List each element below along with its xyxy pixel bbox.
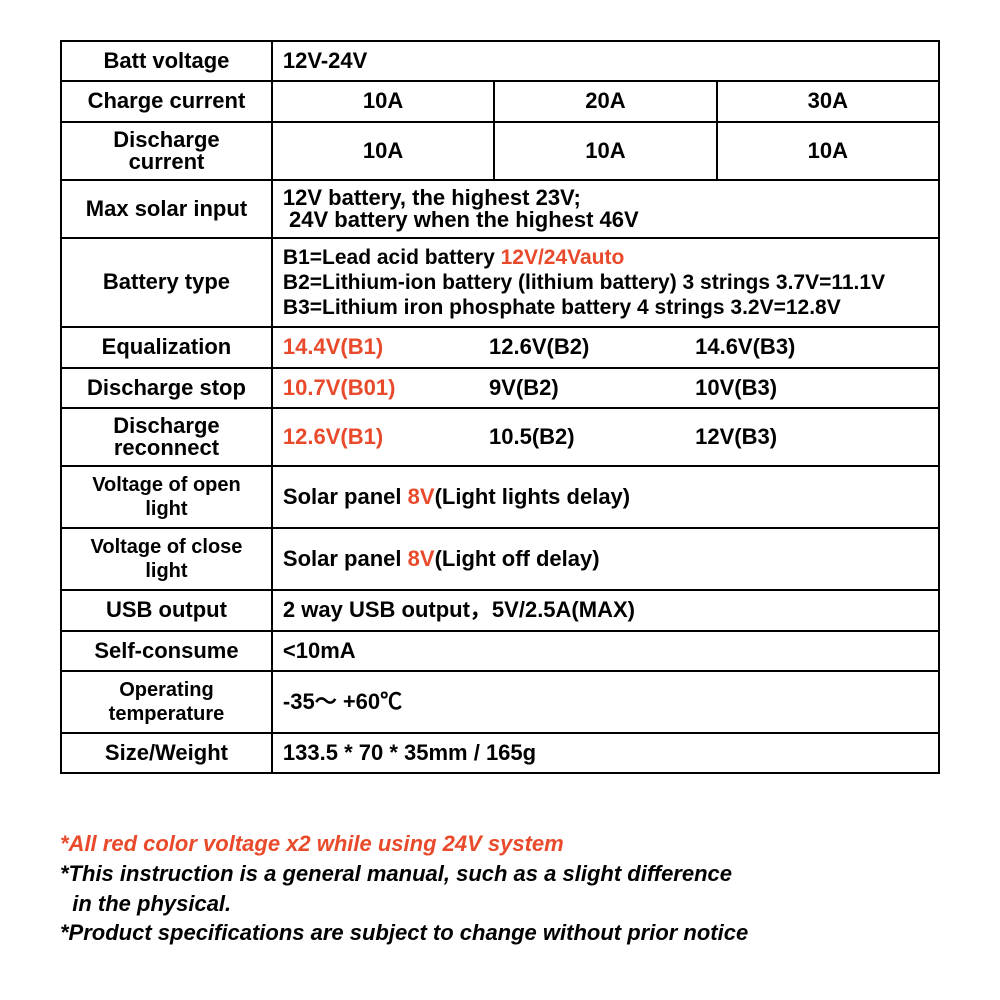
label-battery-type: Battery type: [61, 238, 272, 328]
value-self-consume: <10mA: [272, 631, 939, 671]
row-op-temp: Operating temperature -35～ +60℃: [61, 671, 939, 733]
text: Solar panel: [283, 484, 408, 509]
text-red: 8V: [408, 484, 435, 509]
label-self-consume: Self-consume: [61, 631, 272, 671]
v2: 12.6V(B2): [489, 334, 689, 360]
spec-table: Batt voltage 12V-24V Charge current 10A …: [60, 40, 940, 774]
text: 24V battery when the highest 46V: [289, 207, 639, 232]
row-discharge-reconnect: Discharge reconnect 12.6V(B1) 10.5(B2) 1…: [61, 408, 939, 466]
value-size: 133.5 * 70 * 35mm / 165g: [272, 733, 939, 773]
row-equalization: Equalization 14.4V(B1) 12.6V(B2) 14.6V(B…: [61, 327, 939, 367]
label-equalization: Equalization: [61, 327, 272, 367]
charge-current-3: 30A: [717, 81, 939, 121]
label-discharge-current: Discharge current: [61, 122, 272, 180]
row-self-consume: Self-consume <10mA: [61, 631, 939, 671]
note-3: *Product specifications are subject to c…: [60, 918, 940, 948]
row-battery-type: Battery type B1=Lead acid battery 12V/24…: [61, 238, 939, 328]
label-charge-current: Charge current: [61, 81, 272, 121]
text: (Light lights delay): [435, 484, 631, 509]
value-discharge-stop: 10.7V(B01) 9V(B2) 10V(B3): [272, 368, 939, 408]
text: current: [129, 149, 205, 174]
value-discharge-reconnect: 12.6V(B1) 10.5(B2) 12V(B3): [272, 408, 939, 466]
value-usb: 2 way USB output，5V/2.5A(MAX): [272, 590, 939, 630]
v1: 14.4V(B1): [283, 334, 483, 360]
discharge-current-3: 10A: [717, 122, 939, 180]
footnotes: *All red color voltage x2 while using 24…: [60, 829, 940, 948]
label-open-light: Voltage of open light: [61, 466, 272, 528]
text: (Light off delay): [435, 546, 600, 571]
text-red: 8V: [408, 546, 435, 571]
text: B1=Lead acid battery: [283, 246, 501, 269]
label-size: Size/Weight: [61, 733, 272, 773]
value-open-light: Solar panel 8V(Light lights delay): [272, 466, 939, 528]
value-max-solar: 12V battery, the highest 23V; 24V batter…: [272, 180, 939, 238]
v3: 10V(B3): [695, 375, 895, 401]
text: reconnect: [114, 435, 219, 460]
row-discharge-current: Discharge current 10A 10A 10A: [61, 122, 939, 180]
note-2b: in the physical.: [60, 889, 940, 919]
row-charge-current: Charge current 10A 20A 30A: [61, 81, 939, 121]
v2: 10.5(B2): [489, 424, 689, 450]
value-equalization: 14.4V(B1) 12.6V(B2) 14.6V(B3): [272, 327, 939, 367]
label-usb: USB output: [61, 590, 272, 630]
note-1: *All red color voltage x2 while using 24…: [60, 829, 940, 859]
row-size: Size/Weight 133.5 * 70 * 35mm / 165g: [61, 733, 939, 773]
row-batt-voltage: Batt voltage 12V-24V: [61, 41, 939, 81]
v1: 12.6V(B1): [283, 424, 483, 450]
row-close-light: Voltage of close light Solar panel 8V(Li…: [61, 528, 939, 590]
v1: 10.7V(B01): [283, 375, 483, 401]
text: Solar panel: [283, 546, 408, 571]
label-close-light: Voltage of close light: [61, 528, 272, 590]
row-max-solar: Max solar input 12V battery, the highest…: [61, 180, 939, 238]
label-max-solar: Max solar input: [61, 180, 272, 238]
v2: 9V(B2): [489, 375, 689, 401]
text: B3=Lithium iron phosphate battery 4 stri…: [283, 296, 841, 319]
label-discharge-reconnect: Discharge reconnect: [61, 408, 272, 466]
v3: 12V(B3): [695, 424, 895, 450]
charge-current-2: 20A: [494, 81, 716, 121]
discharge-current-2: 10A: [494, 122, 716, 180]
row-usb: USB output 2 way USB output，5V/2.5A(MAX): [61, 590, 939, 630]
text-red: 12V/24Vauto: [501, 246, 625, 269]
discharge-current-1: 10A: [272, 122, 494, 180]
value-op-temp: -35～ +60℃: [272, 671, 939, 733]
row-open-light: Voltage of open light Solar panel 8V(Lig…: [61, 466, 939, 528]
label-op-temp: Operating temperature: [61, 671, 272, 733]
text: B2=Lithium-ion battery (lithium battery)…: [283, 271, 885, 294]
label-batt-voltage: Batt voltage: [61, 41, 272, 81]
value-battery-type: B1=Lead acid battery 12V/24Vauto B2=Lith…: [272, 238, 939, 328]
note-2a: *This instruction is a general manual, s…: [60, 859, 940, 889]
value-batt-voltage: 12V-24V: [272, 41, 939, 81]
v3: 14.6V(B3): [695, 334, 895, 360]
row-discharge-stop: Discharge stop 10.7V(B01) 9V(B2) 10V(B3): [61, 368, 939, 408]
label-discharge-stop: Discharge stop: [61, 368, 272, 408]
charge-current-1: 10A: [272, 81, 494, 121]
value-close-light: Solar panel 8V(Light off delay): [272, 528, 939, 590]
